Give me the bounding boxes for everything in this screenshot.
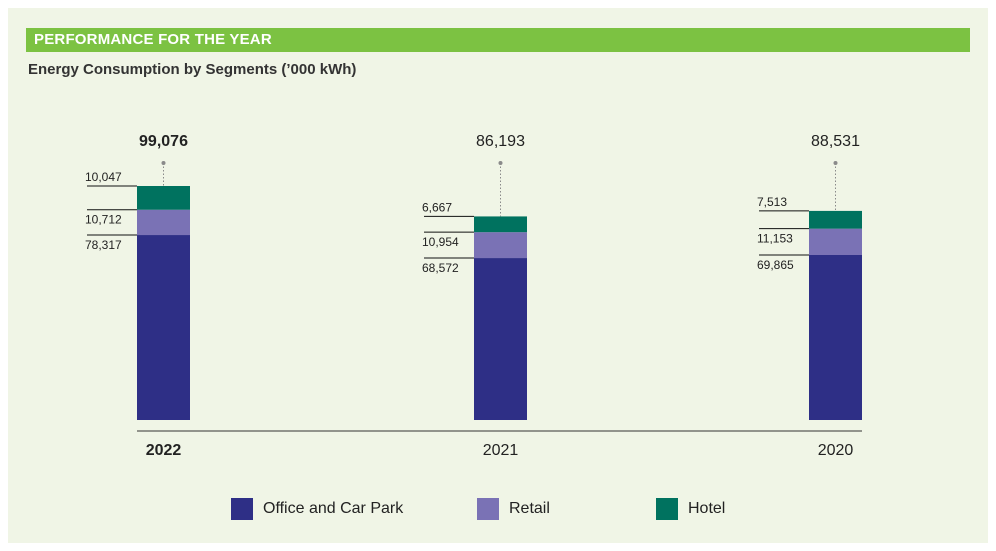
total-marker-2022 <box>161 161 166 165</box>
chart-legend: Office and Car Park Retail Hotel <box>0 498 996 524</box>
bar-2022-retail <box>137 209 190 236</box>
segment-label-2022-1: 10,712 <box>85 213 122 227</box>
bar-2021-office-and-car-park <box>474 258 527 420</box>
bar-2022-office-and-car-park <box>137 235 190 420</box>
bar-2020-hotel <box>809 210 862 229</box>
bar-2022-hotel <box>137 186 190 210</box>
legend-item-office: Office and Car Park <box>231 498 403 520</box>
total-marker-2020 <box>833 161 838 165</box>
bar-2021-retail <box>474 232 527 259</box>
segment-label-2020-1: 11,153 <box>757 232 793 246</box>
segment-label-2020-2: 7,513 <box>757 195 787 209</box>
legend-swatch-retail <box>477 498 499 520</box>
legend-swatch-hotel <box>656 498 678 520</box>
total-label-2021: 86,193 <box>476 133 525 150</box>
segment-label-2022-0: 78,317 <box>85 238 122 252</box>
section-banner: PERFORMANCE FOR THE YEAR <box>26 28 970 52</box>
bar-2021-hotel <box>474 216 527 233</box>
legend-swatch-office <box>231 498 253 520</box>
legend-item-hotel: Hotel <box>656 498 725 520</box>
bar-2020-retail <box>809 228 862 255</box>
segment-label-2021-0: 68,572 <box>422 261 459 275</box>
legend-item-retail: Retail <box>477 498 550 520</box>
segment-label-2020-0: 69,865 <box>757 258 794 272</box>
segment-label-2021-2: 6,667 <box>422 200 452 214</box>
chart-title: Energy Consumption by Segments (’000 kWh… <box>28 61 357 78</box>
segment-label-2022-2: 10,047 <box>85 170 122 184</box>
legend-label-hotel: Hotel <box>688 500 726 517</box>
legend-label-office: Office and Car Park <box>263 500 404 517</box>
x-tick-label-2021: 2021 <box>483 442 519 459</box>
x-tick-label-2020: 2020 <box>818 442 854 459</box>
total-marker-2021 <box>498 161 503 165</box>
legend-label-retail: Retail <box>509 500 550 517</box>
total-label-2020: 88,531 <box>811 133 860 150</box>
bar-2020-office-and-car-park <box>809 254 862 420</box>
segment-label-2021-1: 10,954 <box>422 235 459 249</box>
total-label-2022: 99,076 <box>139 133 188 150</box>
x-tick-label-2022: 2022 <box>146 442 182 459</box>
